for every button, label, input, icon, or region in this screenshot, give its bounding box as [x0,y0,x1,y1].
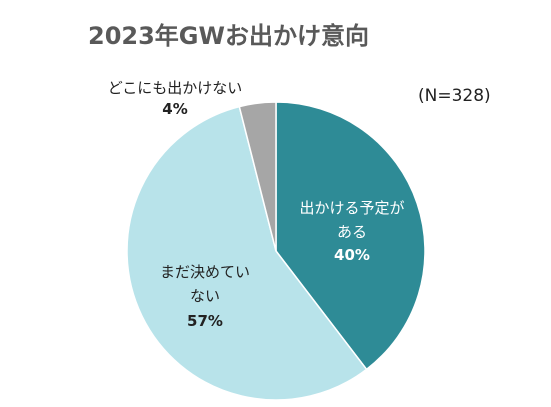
pie-slice [126,105,368,401]
pie-slice [275,101,426,371]
slice-label: どこにも出かけない [107,79,243,97]
slice-label: 出かける予定がある [299,199,405,241]
slice-label: まだ決めていない [160,263,251,305]
value-label: 57% [187,312,223,330]
value-label: 40% [334,246,370,264]
value-label: 4% [162,100,188,118]
annotation: (N=328) [418,86,491,106]
chart-title: 2023年GWお出かけ意向 [88,22,369,50]
pie-slice [238,101,277,252]
